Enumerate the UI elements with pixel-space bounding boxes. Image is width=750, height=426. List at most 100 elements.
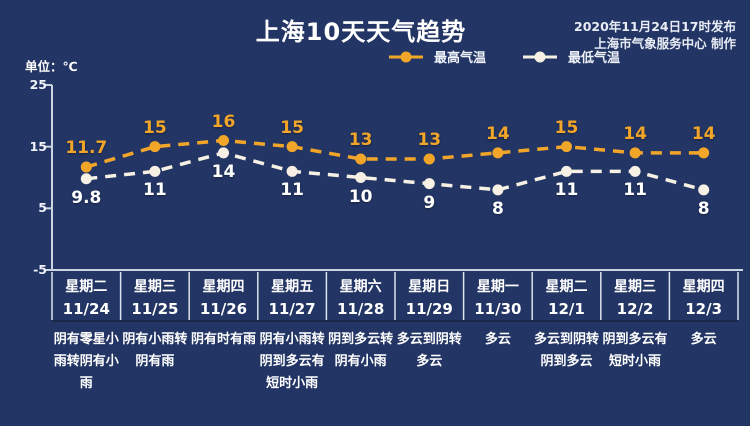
weather-text: 阴有小雨转阴到多云有短时小雨 bbox=[259, 332, 325, 391]
date-label: 11/29 bbox=[405, 300, 453, 318]
date-label: 11/30 bbox=[474, 300, 522, 318]
high-temp-legend-marker-icon bbox=[389, 51, 423, 62]
high-point-marker bbox=[80, 161, 92, 173]
low-temp-label: 8 bbox=[491, 198, 504, 219]
weather-text: 阴到多云有短时小雨 bbox=[602, 332, 668, 369]
date-label: 11/26 bbox=[199, 300, 248, 318]
weather-text: 阴到多云转阴有小雨 bbox=[328, 332, 394, 369]
issue-maker: 上海市气象服务中心 制作 bbox=[594, 36, 736, 51]
date-label: 11/28 bbox=[337, 300, 385, 318]
low-point-marker bbox=[80, 173, 92, 185]
legend-item-low: 最低气温 bbox=[522, 47, 620, 66]
weather-text: 多云到阴转多云 bbox=[396, 332, 462, 369]
date-label: 12/3 bbox=[685, 300, 723, 318]
low-point-marker bbox=[286, 165, 298, 177]
weekday-label: 星期四 bbox=[682, 279, 725, 295]
high-temp-label: 14 bbox=[486, 123, 510, 144]
high-point-marker bbox=[492, 147, 504, 159]
low-series-line bbox=[86, 151, 705, 192]
high-temp-label: 15 bbox=[143, 117, 167, 138]
day-column: 星期二 11/24 阴有零星小雨转阴有小雨 bbox=[52, 276, 121, 395]
low-temp-label: 10 bbox=[348, 186, 373, 207]
y-tick-label: 5 bbox=[38, 200, 47, 216]
weather-text: 阴有时有雨 bbox=[190, 332, 256, 347]
y-tick-label: -5 bbox=[33, 262, 47, 277]
high-point-marker bbox=[629, 147, 641, 159]
low-point-marker bbox=[355, 172, 367, 183]
low-temp-label: 11 bbox=[554, 180, 579, 201]
low-point-marker bbox=[561, 165, 572, 177]
low-point-marker bbox=[218, 147, 229, 159]
day-column: 星期一 11/30 多云 bbox=[464, 276, 533, 395]
weekday-label: 星期一 bbox=[476, 279, 519, 295]
date-label: 12/2 bbox=[616, 300, 654, 318]
weather-text: 多云 bbox=[690, 332, 717, 347]
high-temp-label: 11.7 bbox=[65, 138, 108, 159]
low-point-marker bbox=[149, 165, 161, 177]
high-point-marker bbox=[286, 141, 298, 153]
date-label: 11/25 bbox=[131, 300, 179, 318]
low-point-marker bbox=[698, 184, 710, 196]
low-temp-label: 11 bbox=[280, 180, 304, 201]
day-column: 星期四 12/3 多云 bbox=[669, 276, 738, 395]
day-column: 星期三 12/2 阴到多云有短时小雨 bbox=[601, 276, 670, 395]
low-temp-label: 11 bbox=[623, 180, 647, 201]
day-column: 星期三 11/25 阴有小雨转阴有雨 bbox=[121, 276, 190, 395]
day-forecast-table: 星期二 11/24 阴有零星小雨转阴有小雨 星期三 11/25 阴有小雨转阴有雨 星期四 11… bbox=[52, 276, 738, 395]
low-temp-legend-marker-icon bbox=[523, 51, 558, 62]
weather-text: 多云 bbox=[484, 332, 511, 347]
issue-info: 2020年11月24日17时发布 上海市气象服务中心 制作 bbox=[574, 18, 736, 52]
weather-text: 多云到阴转阴到多云 bbox=[533, 332, 599, 369]
unit-label: 单位：℃ bbox=[25, 59, 78, 74]
y-tick-label: 15 bbox=[29, 138, 47, 154]
high-temp-label: 14 bbox=[691, 123, 716, 144]
low-temp-label: 9 bbox=[423, 192, 436, 213]
weather-text: 阴有零星小雨转阴有小雨 bbox=[53, 332, 119, 391]
day-column: 星期六 11/28 阴到多云转阴有小雨 bbox=[326, 276, 395, 395]
high-point-marker bbox=[149, 141, 161, 153]
day-column: 星期五 11/27 阴有小雨转阴到多云有短时小雨 bbox=[258, 276, 327, 395]
high-temp-label: 13 bbox=[417, 130, 442, 150]
day-column: 星期四 11/26 阴有时有雨 bbox=[189, 276, 258, 395]
low-temp-label: 14 bbox=[211, 161, 236, 182]
y-tick-label: 25 bbox=[29, 77, 47, 92]
weekday-label: 星期四 bbox=[202, 279, 245, 295]
high-temp-label: 14 bbox=[623, 123, 647, 144]
low-point-marker bbox=[629, 165, 641, 177]
date-label: 11/27 bbox=[268, 300, 316, 318]
high-point-marker bbox=[561, 141, 572, 153]
high-temp-label: 15 bbox=[554, 117, 579, 138]
high-series-line bbox=[85, 138, 704, 169]
high-point-marker bbox=[698, 147, 710, 159]
day-column: 星期二 12/1 多云到阴转阴到多云 bbox=[532, 276, 601, 395]
high-temp-label: 15 bbox=[280, 117, 304, 138]
legend-label-high: 最高气温 bbox=[434, 51, 487, 66]
issue-time: 2020年11月24日17时发布 bbox=[574, 19, 736, 34]
weather-text: 阴有小雨转阴有雨 bbox=[122, 332, 188, 369]
weekday-label: 星期日 bbox=[408, 279, 451, 295]
high-temp-label: 13 bbox=[348, 130, 373, 150]
weekday-label: 星期二 bbox=[545, 279, 588, 295]
weekday-label: 星期六 bbox=[339, 279, 382, 295]
low-temp-label: 8 bbox=[697, 198, 710, 219]
date-label: 11/24 bbox=[62, 300, 110, 318]
weekday-label: 星期三 bbox=[614, 279, 657, 295]
weekday-label: 星期五 bbox=[271, 279, 314, 295]
legend-item-high: 最高气温 bbox=[388, 47, 486, 66]
low-point-marker bbox=[423, 178, 435, 190]
date-label: 12/1 bbox=[548, 300, 585, 318]
page-title: 上海10天天气趋势 bbox=[255, 18, 467, 46]
low-temp-label: 11 bbox=[143, 180, 167, 201]
low-point-marker bbox=[492, 184, 504, 196]
chart-legend: 最高气温 最低气温 bbox=[388, 47, 620, 66]
day-column: 星期日 11/29 多云到阴转多云 bbox=[395, 276, 464, 395]
high-point-marker bbox=[355, 153, 367, 165]
weekday-label: 星期三 bbox=[133, 279, 176, 295]
high-point-marker bbox=[423, 153, 435, 165]
legend-label-low: 最低气温 bbox=[568, 51, 621, 66]
high-point-marker bbox=[218, 135, 229, 146]
high-temp-label: 16 bbox=[211, 111, 236, 132]
weekday-label: 星期二 bbox=[65, 279, 108, 295]
low-temp-label: 9.8 bbox=[71, 187, 102, 208]
